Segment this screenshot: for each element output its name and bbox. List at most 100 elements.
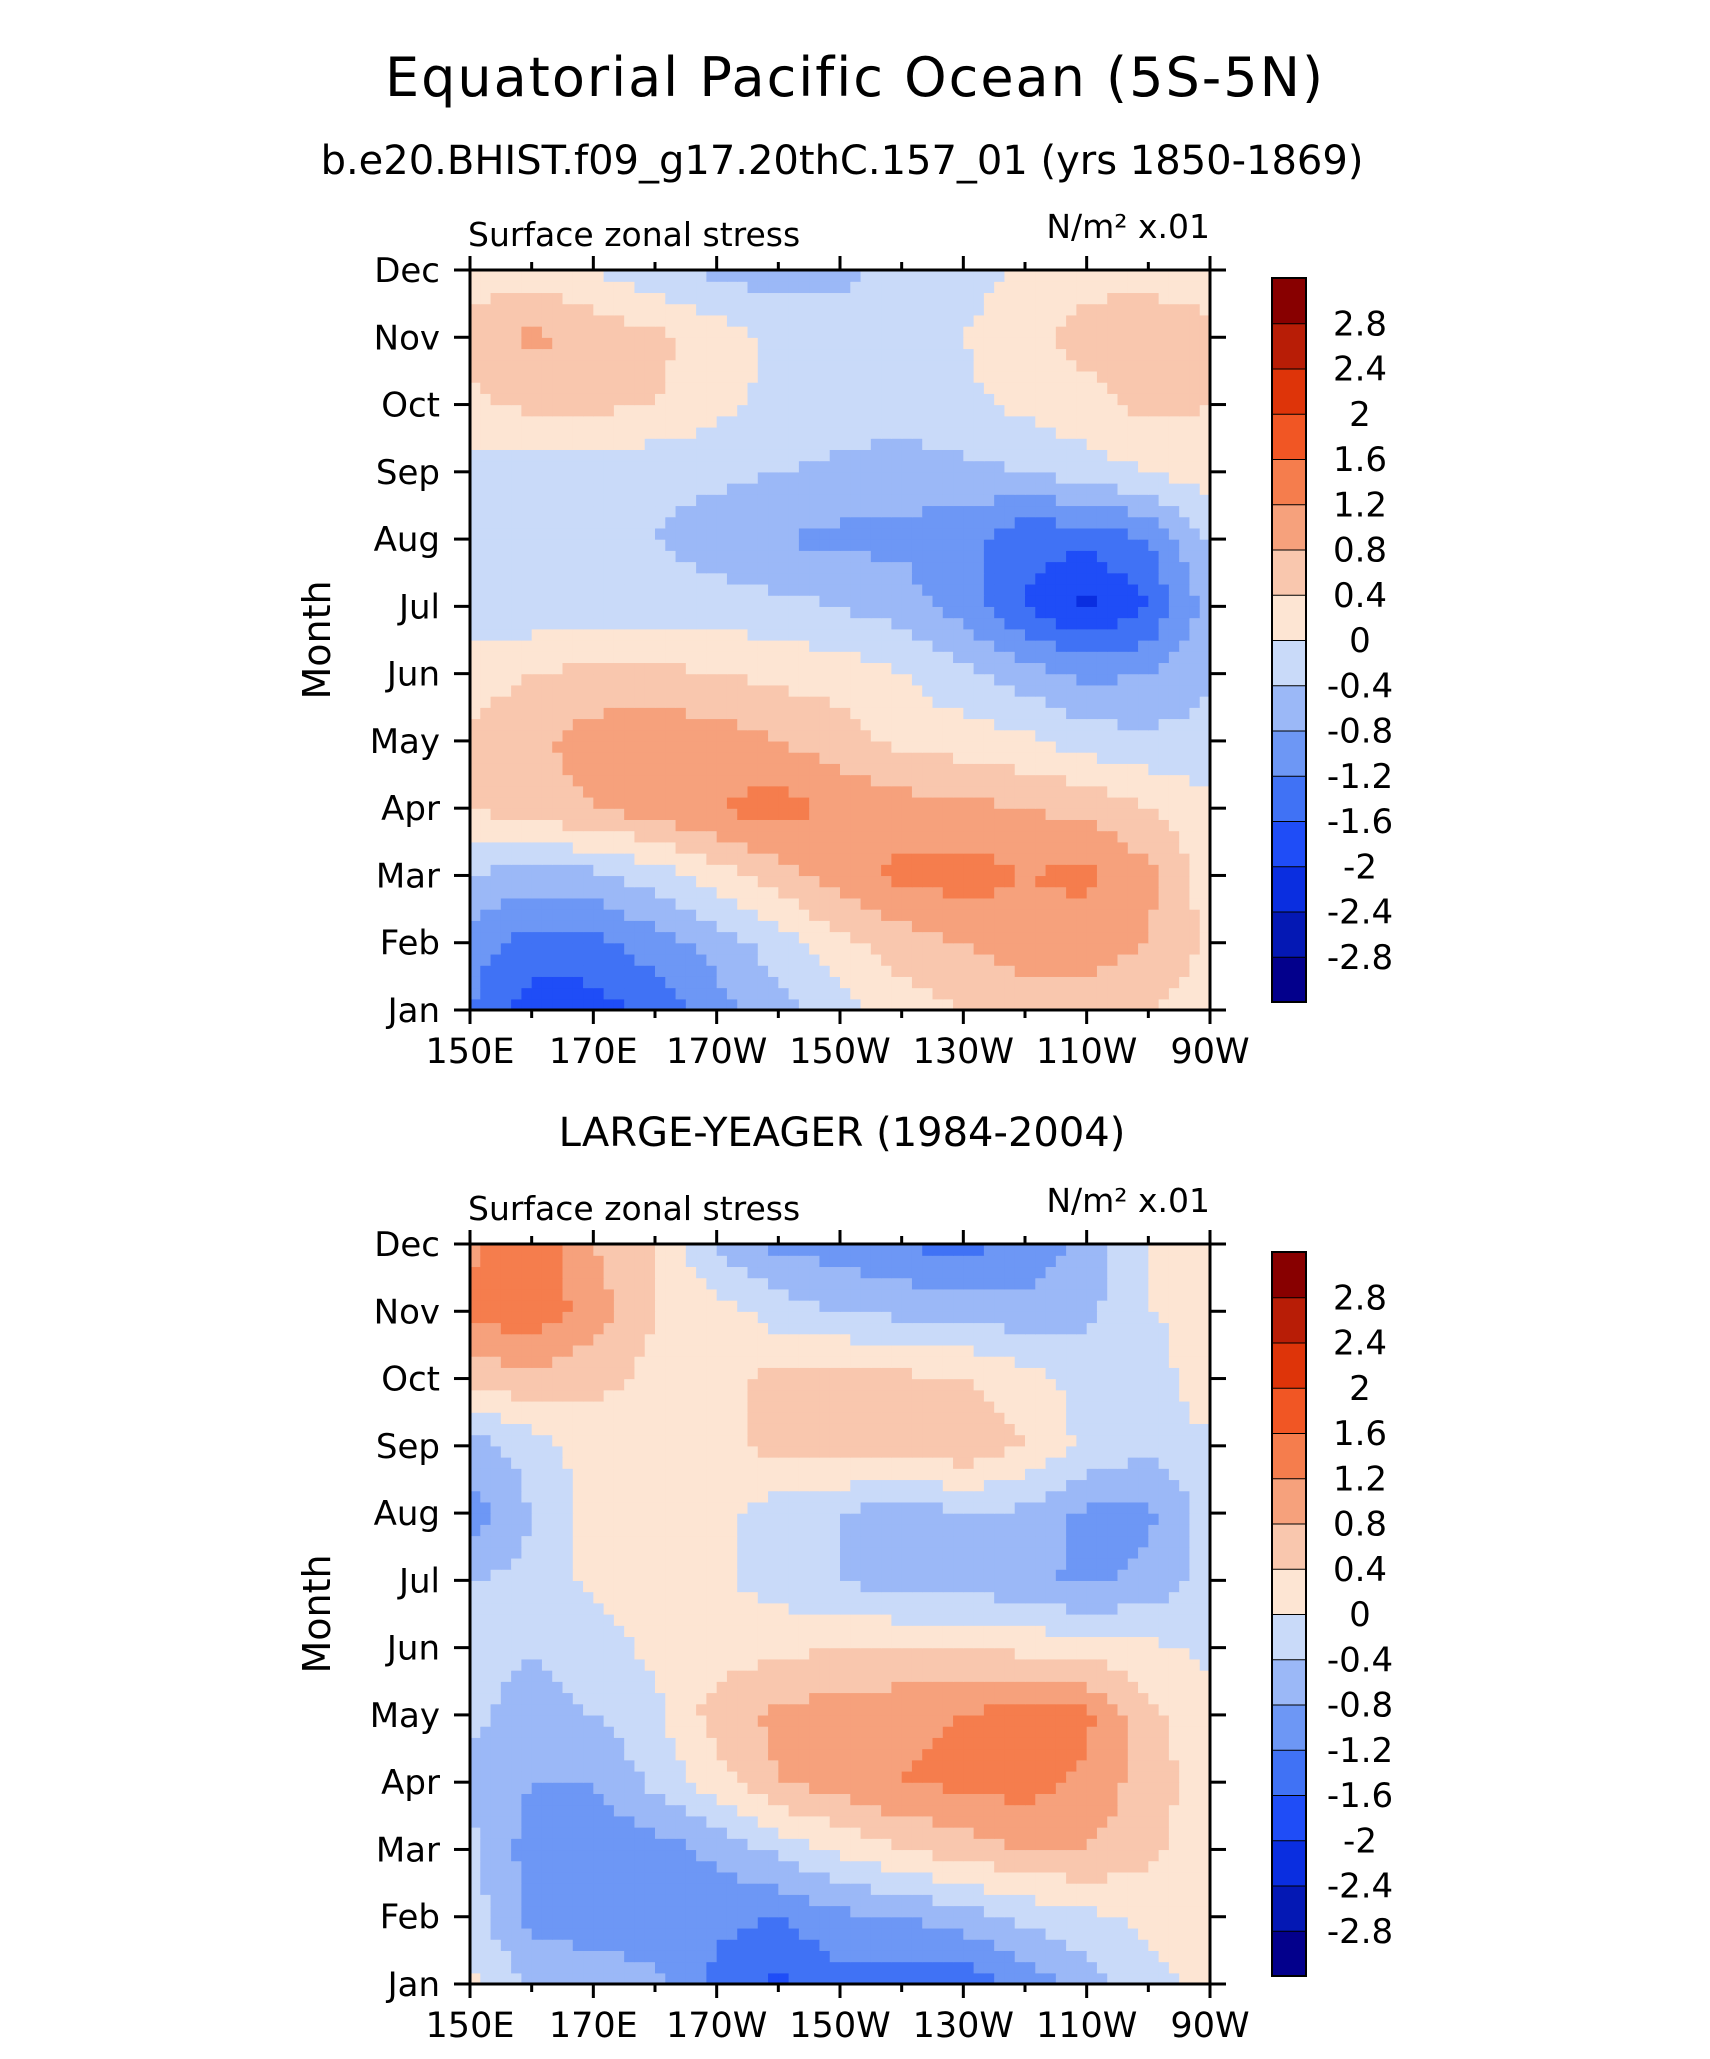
heatmap-cell	[593, 808, 605, 820]
heatmap-cell	[583, 886, 594, 899]
heatmap-cell	[1025, 617, 1036, 630]
heatmap-cell	[521, 628, 533, 641]
heatmap-cell	[1117, 909, 1129, 921]
heatmap-cell	[1148, 595, 1160, 607]
heatmap-cell	[737, 763, 749, 776]
heatmap-cell	[655, 752, 666, 764]
heatmap-cell	[922, 572, 934, 585]
heatmap-cell	[634, 684, 646, 697]
heatmap-cell	[613, 494, 625, 507]
heatmap-cell	[737, 393, 749, 406]
heatmap-cell	[1199, 987, 1211, 1000]
heatmap-cell	[881, 449, 892, 462]
heatmap-cell	[901, 740, 913, 753]
heatmap-cell	[768, 303, 779, 316]
heatmap-cell	[932, 337, 944, 350]
heatmap-cell	[500, 752, 512, 764]
heatmap-cell	[634, 404, 646, 417]
heatmap-cell	[593, 382, 605, 394]
heatmap-cell	[603, 460, 615, 473]
heatmap-cell	[1189, 370, 1201, 383]
heatmap-cell	[1168, 830, 1180, 843]
heatmap-cell	[1096, 684, 1108, 697]
heatmap-cell	[1179, 281, 1191, 294]
heatmap-cell	[1025, 516, 1036, 529]
heatmap-cell	[603, 505, 615, 518]
heatmap-cell	[798, 808, 810, 820]
heatmap-cell	[593, 314, 605, 327]
heatmap-cell	[798, 853, 810, 865]
heatmap-cell	[511, 808, 522, 820]
heatmap-cell	[922, 382, 934, 394]
heatmap-cell	[1127, 718, 1139, 731]
heatmap-cell	[1117, 583, 1129, 596]
heatmap-cell	[1148, 965, 1160, 977]
heatmap-cell	[829, 617, 841, 630]
heatmap-cell	[675, 561, 687, 574]
heatmap-cell	[541, 426, 553, 439]
y-tick-label: Jan	[386, 991, 440, 1031]
heatmap-cell	[870, 662, 882, 675]
heatmap-cell	[480, 483, 492, 495]
heatmap-cell	[562, 909, 574, 921]
heatmap-cell	[994, 853, 1006, 865]
heatmap-cell	[665, 561, 677, 574]
heatmap-cell	[716, 819, 728, 832]
heatmap-cell	[809, 729, 821, 742]
heatmap-cell	[932, 527, 944, 540]
heatmap-cell	[480, 998, 492, 1011]
heatmap-cell	[1117, 729, 1129, 742]
heatmap-cell	[901, 819, 913, 832]
heatmap-cell	[932, 438, 944, 450]
heatmap-cell	[1168, 909, 1180, 921]
heatmap-cell	[1189, 314, 1201, 327]
heatmap-cell	[603, 662, 615, 675]
heatmap-cell	[613, 270, 625, 282]
heatmap-cell	[685, 415, 697, 428]
heatmap-cell	[983, 404, 995, 417]
heatmap-cell	[953, 920, 964, 933]
heatmap-cell	[480, 1972, 492, 1985]
heatmap-cell	[983, 617, 995, 630]
heatmap-cell	[675, 415, 687, 428]
heatmap-cell	[942, 808, 954, 820]
heatmap-cell	[1138, 583, 1149, 596]
heatmap-cell	[665, 651, 677, 664]
heatmap-cell	[1189, 920, 1201, 933]
heatmap-cell	[953, 785, 964, 798]
heatmap-cell	[1168, 494, 1180, 507]
heatmap-cell	[850, 1961, 862, 1974]
heatmap-cell	[583, 449, 594, 462]
heatmap-cell	[809, 382, 821, 394]
heatmap-cell	[706, 550, 718, 563]
colorbar-swatch	[1271, 503, 1307, 551]
heatmap-cell	[552, 359, 564, 372]
heatmap-cell	[685, 516, 697, 529]
heatmap-cell	[1117, 460, 1129, 473]
heatmap-cell	[1066, 516, 1077, 529]
heatmap-cell	[819, 696, 831, 708]
heatmap-cell	[583, 718, 594, 731]
heatmap-cell	[531, 460, 543, 473]
heatmap-cell	[655, 382, 666, 394]
heatmap-cell	[922, 505, 934, 518]
heatmap-cell	[593, 707, 605, 720]
heatmap-cell	[768, 449, 779, 462]
heatmap-cell	[922, 550, 934, 563]
heatmap-cell	[963, 595, 975, 607]
heatmap-cell	[942, 785, 954, 798]
heatmap-cell	[850, 651, 862, 664]
heatmap-cell	[1148, 909, 1160, 921]
heatmap-cell	[840, 931, 851, 944]
heatmap-cell	[470, 931, 481, 944]
heatmap-cell	[829, 696, 841, 708]
heatmap-cell	[788, 718, 800, 731]
heatmap-cell	[1158, 494, 1170, 507]
heatmap-cell	[685, 314, 697, 327]
heatmap-cell	[963, 314, 975, 327]
heatmap-cell	[521, 303, 533, 316]
heatmap-cell	[552, 953, 564, 966]
heatmap-cell	[572, 348, 584, 361]
heatmap-cell	[572, 796, 584, 809]
heatmap-cell	[953, 718, 964, 731]
